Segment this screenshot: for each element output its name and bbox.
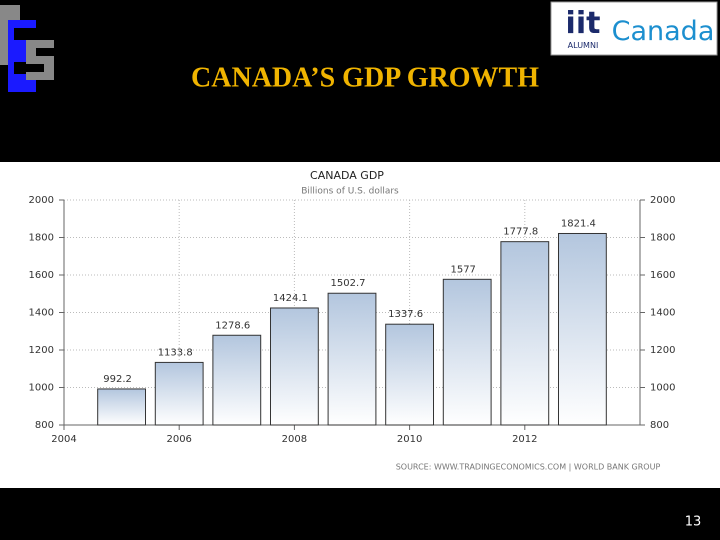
slide-title: CANADA’S GDP GROWTH [191,62,539,93]
ies-logo [0,5,54,92]
value-label: 1278.6 [215,320,250,331]
bar [154,361,204,426]
y2-tick-label: 1400 [650,308,675,319]
bar [212,334,262,426]
y-tick-label: 1800 [29,233,54,244]
y2-tick-label: 1200 [650,345,675,356]
y-tick-label: 1600 [29,270,54,281]
x-tick-label: 2006 [166,434,191,445]
logo-mark: iit [566,6,601,41]
chart: CANADA GDP Billions of U.S. dollars SOUR… [29,169,676,472]
page-number: 13 [685,515,702,530]
value-label: 1133.8 [158,347,193,358]
value-label: 1424.1 [273,293,308,304]
value-label: 1337.6 [388,309,423,320]
y2-tick-label: 800 [650,420,669,431]
y-tick-label: 800 [35,420,54,431]
bar [442,278,492,426]
y2-tick-label: 2000 [650,195,675,206]
chart-subtitle: Billions of U.S. dollars [301,187,399,197]
bar [385,323,435,426]
bar [327,292,377,426]
logo-sub: ALUMNI [568,41,599,50]
x-tick-label: 2004 [51,434,76,445]
iit-logo: iit ALUMNI Canada [550,1,718,56]
value-label: 1777.8 [503,227,538,238]
y2-tick-label: 1600 [650,270,675,281]
y-tick-label: 1400 [29,308,54,319]
y2-tick-label: 1800 [650,233,675,244]
y2-tick-label: 1000 [650,383,675,394]
bar [557,232,607,426]
x-tick-label: 2008 [282,434,307,445]
chart-source: SOURCE: WWW.TRADINGECONOMICS.COM | WORLD… [396,463,661,472]
x-tick-label: 2010 [397,434,422,445]
value-label: 1821.4 [561,218,596,229]
value-label: 1577 [450,264,475,275]
bar [500,241,550,426]
x-tick-label: 2012 [512,434,537,445]
y-tick-label: 2000 [29,195,54,206]
logo-word: Canada [612,16,715,47]
chart-title: CANADA GDP [310,169,384,182]
y-tick-label: 1000 [29,383,54,394]
y-tick-label: 1200 [29,345,54,356]
bar [269,307,319,426]
bar [97,388,147,426]
value-label: 992.2 [103,374,132,385]
value-label: 1502.7 [331,278,366,289]
